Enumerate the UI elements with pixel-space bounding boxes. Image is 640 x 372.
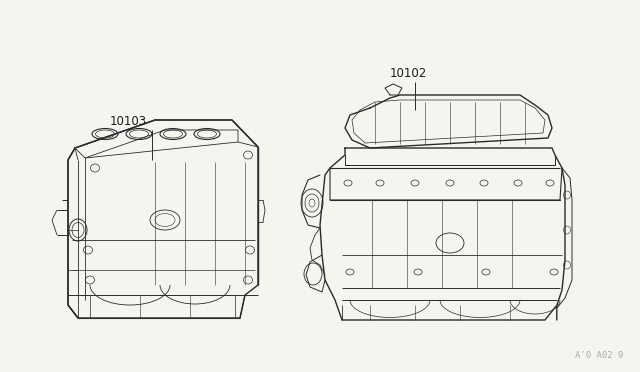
Text: Aʹ0 A02 9: Aʹ0 A02 9 bbox=[575, 351, 623, 360]
Text: 10102: 10102 bbox=[390, 67, 428, 80]
Text: 10103: 10103 bbox=[110, 115, 147, 128]
